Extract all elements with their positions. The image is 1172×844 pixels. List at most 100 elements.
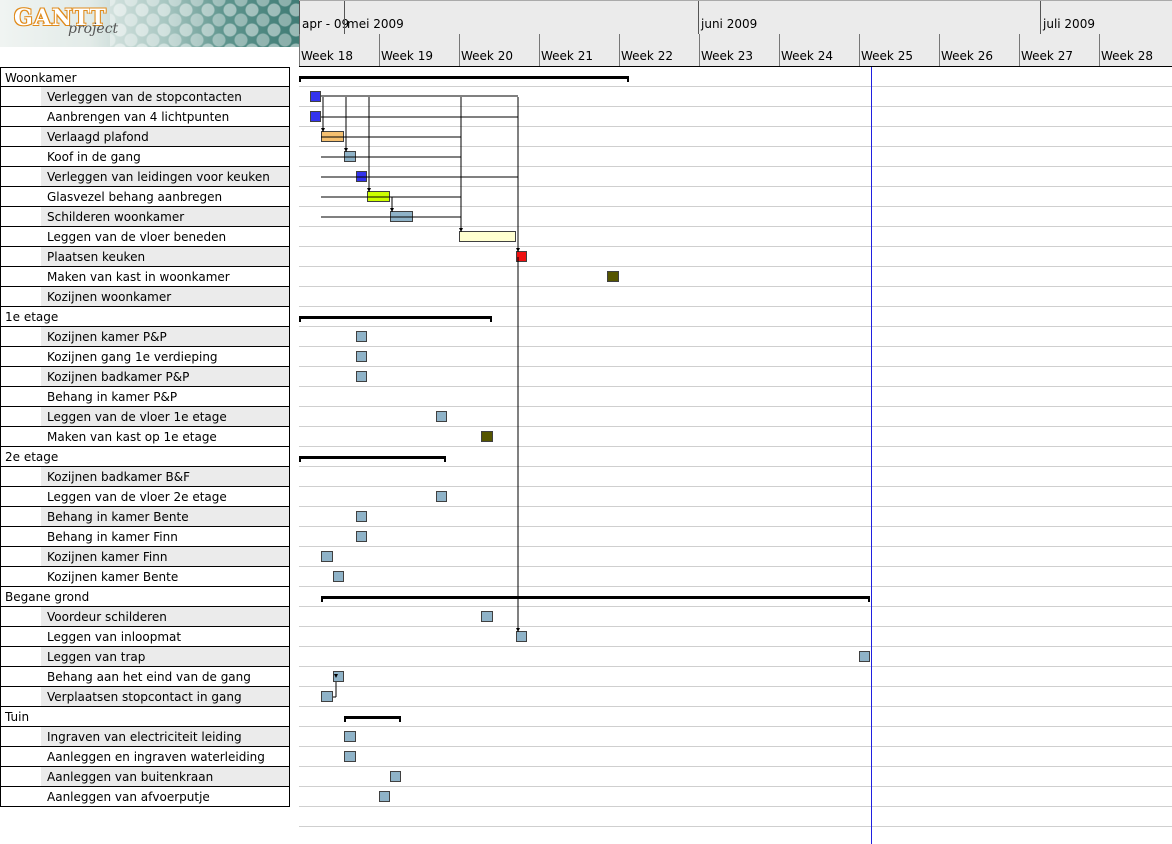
grid-row-line	[299, 526, 1172, 527]
task-row[interactable]: Kozijnen woonkamer	[0, 287, 290, 307]
task-bar[interactable]	[344, 151, 356, 162]
task-bar[interactable]	[356, 351, 367, 362]
task-bar[interactable]	[321, 691, 333, 702]
task-bar[interactable]	[367, 191, 390, 202]
task-row[interactable]: Kozijnen badkamer B&F	[0, 467, 290, 487]
task-bar[interactable]	[310, 111, 321, 122]
task-row[interactable]: Kozijnen badkamer P&P	[0, 367, 290, 387]
month-label: apr - 09	[302, 17, 350, 31]
week-label: Week 25	[861, 49, 913, 63]
task-bar[interactable]	[516, 251, 527, 262]
week-label: Week 21	[541, 49, 593, 63]
task-row[interactable]: Verleggen van leidingen voor keuken	[0, 167, 290, 187]
task-bar[interactable]	[321, 551, 333, 562]
grid-row-line	[299, 206, 1172, 207]
task-row[interactable]: Leggen van de vloer 2e etage	[0, 487, 290, 507]
task-bar[interactable]	[859, 651, 870, 662]
task-bar[interactable]	[344, 731, 356, 742]
task-row[interactable]: Aanleggen en ingraven waterleiding	[0, 747, 290, 767]
grid-row-line	[299, 766, 1172, 767]
task-group-row[interactable]: Tuin	[0, 707, 290, 727]
week-label: Week 22	[621, 49, 673, 63]
task-group-row[interactable]: Woonkamer	[0, 67, 290, 87]
task-row[interactable]: Kozijnen kamer Finn	[0, 547, 290, 567]
grid-row-line	[299, 306, 1172, 307]
task-row[interactable]: Plaatsen keuken	[0, 247, 290, 267]
task-row[interactable]: Glasvezel behang aanbregen	[0, 187, 290, 207]
task-bar[interactable]	[436, 411, 447, 422]
task-row[interactable]: Behang in kamer P&P	[0, 387, 290, 407]
grid-row-line	[299, 166, 1172, 167]
task-row[interactable]: Kozijnen kamer P&P	[0, 327, 290, 347]
task-row[interactable]: Leggen van inloopmat	[0, 627, 290, 647]
week-label: Week 18	[301, 49, 353, 63]
week-header-cell: Week 27	[1019, 34, 1099, 66]
summary-bar[interactable]	[321, 596, 870, 602]
task-row[interactable]: Verlaagd plafond	[0, 127, 290, 147]
summary-bar[interactable]	[299, 316, 492, 322]
task-bar[interactable]	[481, 431, 493, 442]
task-row[interactable]: Maken van kast op 1e etage	[0, 427, 290, 447]
week-header-cell: Week 25	[859, 34, 939, 66]
task-bar[interactable]	[390, 771, 401, 782]
task-bar[interactable]	[333, 571, 344, 582]
task-name: Schilderen woonkamer	[47, 210, 185, 224]
task-group-row[interactable]: 2e etage	[0, 447, 290, 467]
task-row[interactable]: Aanleggen van afvoerputje	[0, 787, 290, 807]
task-row[interactable]: Verplaatsen stopcontact in gang	[0, 687, 290, 707]
task-bar[interactable]	[356, 331, 367, 342]
task-group-row[interactable]: 1e etage	[0, 307, 290, 327]
task-name: Begane grond	[5, 590, 90, 604]
task-bar[interactable]	[390, 211, 413, 222]
gantt-chart-area[interactable]	[299, 67, 1172, 827]
task-group-row[interactable]: Begane grond	[0, 587, 290, 607]
task-bar[interactable]	[481, 611, 493, 622]
task-name: Kozijnen kamer Finn	[47, 550, 168, 564]
summary-bar[interactable]	[344, 716, 401, 722]
task-bar[interactable]	[356, 171, 367, 182]
task-name: Verlaagd plafond	[47, 130, 149, 144]
task-row[interactable]: Behang in kamer Finn	[0, 527, 290, 547]
summary-bar[interactable]	[299, 456, 446, 462]
task-row[interactable]: Kozijnen kamer Bente	[0, 567, 290, 587]
task-bar[interactable]	[459, 231, 516, 242]
task-row[interactable]: Aanleggen van buitenkraan	[0, 767, 290, 787]
task-name: Aanleggen van afvoerputje	[47, 790, 210, 804]
task-bar[interactable]	[321, 131, 344, 142]
task-row[interactable]: Leggen van de vloer 1e etage	[0, 407, 290, 427]
task-bar[interactable]	[344, 751, 356, 762]
task-row[interactable]: Leggen van de vloer beneden	[0, 227, 290, 247]
task-row[interactable]: Maken van kast in woonkamer	[0, 267, 290, 287]
task-name: Aanleggen en ingraven waterleiding	[47, 750, 265, 764]
task-row[interactable]: Behang in kamer Bente	[0, 507, 290, 527]
task-row[interactable]: Schilderen woonkamer	[0, 207, 290, 227]
task-row[interactable]: Ingraven van electriciteit leiding	[0, 727, 290, 747]
task-bar[interactable]	[333, 671, 344, 682]
week-header-cell: Week 23	[699, 34, 779, 66]
task-bar[interactable]	[436, 491, 447, 502]
task-name: Kozijnen kamer P&P	[47, 330, 167, 344]
grid-row-line	[299, 446, 1172, 447]
task-bar[interactable]	[607, 271, 619, 282]
month-label: juni 2009	[701, 17, 758, 31]
task-row[interactable]: Leggen van trap	[0, 647, 290, 667]
summary-bar[interactable]	[299, 76, 629, 82]
week-header-cell: Week 20	[459, 34, 539, 66]
task-bar[interactable]	[310, 91, 321, 102]
task-bar[interactable]	[356, 371, 367, 382]
task-row[interactable]: Aanbrengen van 4 lichtpunten	[0, 107, 290, 127]
task-row[interactable]: Voordeur schilderen	[0, 607, 290, 627]
logo-wordmark: GANTT	[14, 5, 107, 31]
task-row[interactable]: Behang aan het eind van de gang	[0, 667, 290, 687]
task-bar[interactable]	[379, 791, 390, 802]
grid-row-line	[299, 146, 1172, 147]
grid-row-line	[299, 466, 1172, 467]
task-row[interactable]: Koof in de gang	[0, 147, 290, 167]
task-row[interactable]: Kozijnen gang 1e verdieping	[0, 347, 290, 367]
week-label: Week 19	[381, 49, 433, 63]
task-bar[interactable]	[356, 531, 367, 542]
task-row[interactable]: Verleggen van de stopcontacten	[0, 87, 290, 107]
task-bar[interactable]	[516, 631, 527, 642]
task-name: Verplaatsen stopcontact in gang	[47, 690, 242, 704]
task-bar[interactable]	[356, 511, 367, 522]
